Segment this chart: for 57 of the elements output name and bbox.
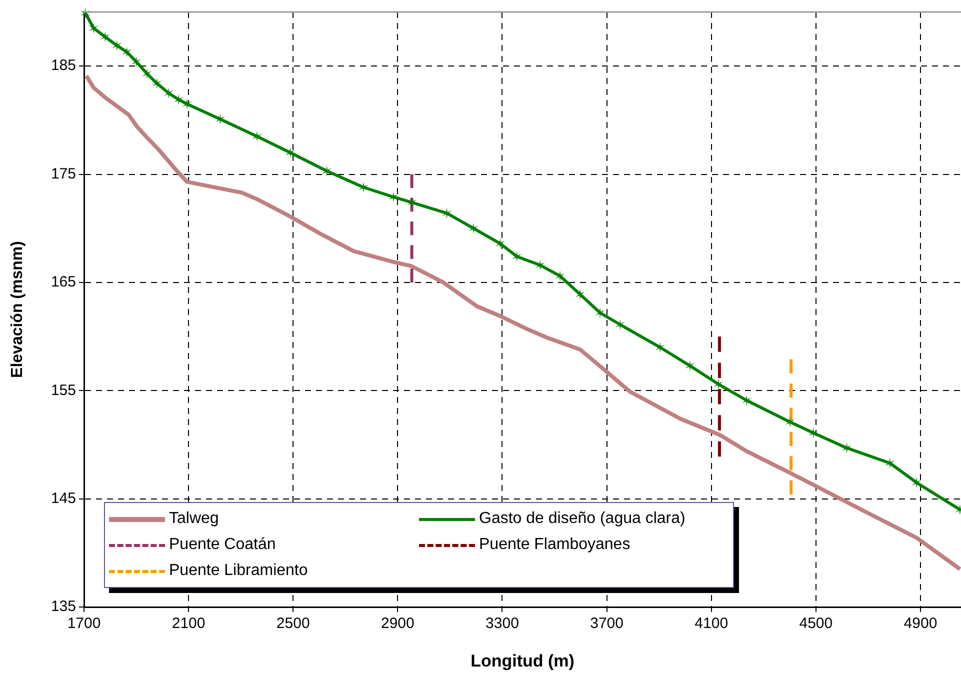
x-tick-label: 2900 <box>380 615 414 632</box>
legend-label: Puente Flamboyanes <box>479 536 630 554</box>
point <box>164 88 174 99</box>
point <box>785 416 795 428</box>
point <box>152 78 162 89</box>
point <box>358 182 368 193</box>
x-tick-label: 1700 <box>67 615 101 632</box>
y-tick-label: 145 <box>50 490 76 507</box>
point <box>100 31 110 42</box>
point <box>468 222 478 234</box>
y-tick-label: 155 <box>50 382 76 399</box>
legend-label: Puente Libramiento <box>169 562 308 580</box>
point <box>808 427 818 438</box>
point <box>512 250 522 262</box>
point <box>252 130 262 142</box>
point <box>575 288 585 300</box>
point <box>685 360 695 372</box>
point <box>742 394 752 406</box>
point <box>442 208 452 219</box>
legend-label: Gasto de diseño (agua clara) <box>479 510 686 528</box>
point <box>655 342 665 353</box>
y-axis-title: Elevación (msnm) <box>9 241 26 378</box>
point <box>842 442 852 454</box>
point <box>885 458 895 469</box>
point <box>215 114 225 125</box>
legend-label: Puente Coatán <box>169 536 276 554</box>
x-tick-label: 3700 <box>590 615 624 632</box>
point <box>407 196 417 208</box>
point <box>88 22 98 34</box>
point <box>495 238 505 250</box>
legend-label: Talweg <box>169 510 219 528</box>
x-tick-label: 4500 <box>799 615 833 632</box>
point <box>142 68 152 80</box>
point <box>132 56 142 68</box>
x-tick-label: 3300 <box>486 615 519 632</box>
x-tick-label: 2100 <box>172 615 206 632</box>
point <box>182 98 192 110</box>
point <box>714 378 724 390</box>
point <box>912 477 922 488</box>
point <box>555 270 565 282</box>
point <box>285 147 296 158</box>
point <box>174 94 184 106</box>
point <box>122 46 132 58</box>
y-tick-label: 135 <box>50 598 76 616</box>
y-tick-label: 175 <box>50 165 76 182</box>
y-tick-label: 185 <box>50 57 76 74</box>
point <box>112 40 122 52</box>
x-tick-label: 2500 <box>276 615 310 632</box>
x-tick-label: 4100 <box>694 615 728 632</box>
x-tick-label: 4900 <box>904 615 938 632</box>
y-tick-label: 165 <box>50 274 76 291</box>
point <box>322 166 332 177</box>
point <box>388 191 398 202</box>
x-axis-title: Longitud (m) <box>470 651 574 670</box>
point <box>535 260 545 271</box>
point <box>595 307 605 318</box>
point <box>615 319 625 330</box>
